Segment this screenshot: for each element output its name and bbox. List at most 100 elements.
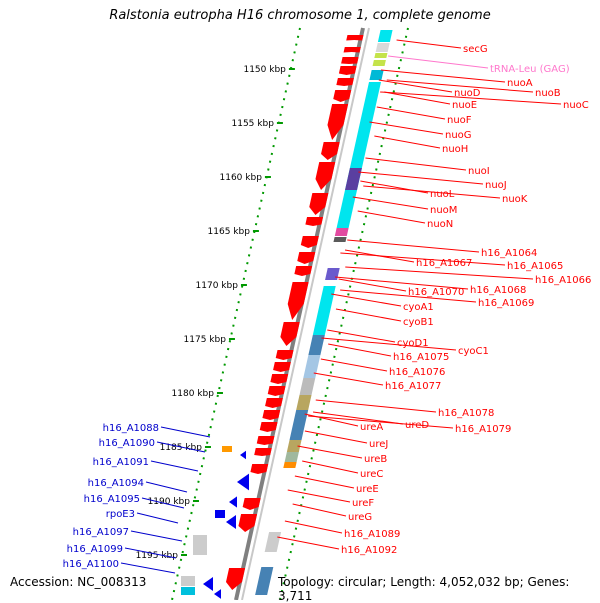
gene-label-right: h16_A1077 bbox=[385, 381, 441, 392]
gene-label-right: nuoJ bbox=[485, 180, 507, 191]
gene-label-right: tRNA-Leu (GAG) bbox=[490, 64, 570, 75]
gene-block-18 bbox=[283, 462, 297, 468]
gene-label-right: nuoN bbox=[427, 219, 453, 230]
gene-label-right: ureA bbox=[360, 422, 383, 433]
leader-line bbox=[328, 343, 392, 357]
left-gene-labels: h16_A1088 h16_A1090 h16_A1091 h16_A1094 h16_… bbox=[63, 423, 211, 574]
leader-line bbox=[386, 79, 534, 93]
gene-block-15 bbox=[289, 410, 309, 440]
gene-label-left: h16_A1091 bbox=[93, 457, 149, 468]
gene-arrow-26 bbox=[242, 498, 261, 510]
gene-block-20 bbox=[255, 567, 274, 595]
leader-line-left bbox=[145, 481, 188, 493]
leader-line-left bbox=[156, 441, 206, 453]
gene-arrow-9 bbox=[309, 193, 329, 215]
left-gene-orange bbox=[222, 446, 232, 452]
leader-line-left bbox=[150, 460, 199, 472]
gene-label-right: h16_A1065 bbox=[507, 261, 563, 272]
gene-label-right: nuoM bbox=[430, 205, 457, 216]
leader-line bbox=[327, 329, 396, 343]
gene-label-right: nuoH bbox=[442, 144, 468, 155]
leader-line bbox=[384, 91, 451, 105]
gene-arrow-27 bbox=[238, 514, 258, 532]
left-gene-cyan bbox=[181, 587, 195, 595]
gene-label-left: h16_A1090 bbox=[99, 438, 155, 449]
leader-line bbox=[380, 69, 506, 83]
gene-label-right: nuoA bbox=[507, 78, 533, 89]
gene-label-right: h16_A1079 bbox=[455, 424, 511, 435]
gene-arrow-10 bbox=[305, 217, 324, 226]
gene-label-left: h16_A1095 bbox=[84, 494, 140, 505]
leader-line bbox=[304, 413, 359, 427]
gene-block-12 bbox=[303, 355, 321, 378]
leader-line-left bbox=[160, 426, 211, 438]
leader-line bbox=[363, 185, 501, 199]
scale-label: 1165 kbp bbox=[208, 227, 251, 237]
gene-arrow-28 bbox=[225, 568, 246, 590]
gene-label-right: nuoC bbox=[563, 100, 589, 111]
leader-line-left bbox=[136, 512, 179, 524]
gene-arrow-24 bbox=[254, 448, 272, 456]
gene-arrow-17 bbox=[273, 362, 291, 372]
gene-arrow-8 bbox=[315, 162, 336, 190]
gene-block-16 bbox=[286, 440, 302, 452]
gene-arrow-23 bbox=[256, 436, 275, 445]
gene-arrow-19 bbox=[267, 386, 286, 396]
gene-arrow-20 bbox=[265, 398, 283, 408]
scale-label: 1170 kbp bbox=[196, 281, 239, 291]
scale-ruler: 1150 kbp 1155 kbp 1160 kbp 1165 kbp 1170 kbp… bbox=[136, 65, 295, 561]
gene-label-right: h16_A1066 bbox=[535, 275, 591, 286]
leader-line bbox=[338, 278, 407, 292]
gene-label-right: ureF bbox=[352, 498, 374, 509]
gene-block-17 bbox=[284, 452, 299, 462]
gene-arrow-5 bbox=[333, 90, 352, 102]
gene-block-19 bbox=[264, 532, 282, 552]
gene-label-right: nuoL bbox=[430, 189, 455, 200]
scale-label: 1160 kbp bbox=[220, 173, 263, 183]
leader-line bbox=[380, 91, 562, 105]
leader-line-left bbox=[120, 562, 176, 574]
gene-label-right: h16_A1064 bbox=[481, 248, 537, 259]
gene-block-11 bbox=[308, 335, 325, 355]
gene-arrow-22 bbox=[259, 422, 278, 432]
leader-line bbox=[313, 411, 404, 425]
scale-label: 1195 kbp bbox=[136, 551, 179, 561]
gene-label-right: ureE bbox=[356, 484, 379, 495]
gene-arrow-7 bbox=[321, 142, 340, 160]
leader-line bbox=[344, 249, 415, 263]
gene-label-right: nuoF bbox=[447, 115, 472, 126]
gene-label-right: h16_A1067 bbox=[416, 258, 472, 269]
map-title: Ralstonia eutropha H16 chromosome 1, com… bbox=[109, 8, 491, 23]
left-gene-arrow-4 bbox=[203, 577, 213, 591]
leader-line bbox=[335, 308, 402, 322]
gene-arrow-13 bbox=[294, 266, 313, 276]
gene-arrow-3 bbox=[338, 66, 357, 75]
scale-label: 1190 kbp bbox=[148, 497, 191, 507]
gene-label-right: nuoE bbox=[452, 100, 477, 111]
leader-line bbox=[304, 430, 368, 444]
gene-block-5 bbox=[336, 82, 382, 228]
gene-arrow-18 bbox=[270, 374, 289, 384]
leader-line bbox=[313, 372, 384, 386]
gene-arrow-21 bbox=[262, 410, 281, 420]
gene-arrow-25 bbox=[250, 464, 269, 474]
gene-label-left: rpoE3 bbox=[106, 509, 135, 520]
left-gene-arrow-1 bbox=[237, 473, 249, 491]
scale-label: 1185 kbp bbox=[160, 443, 203, 453]
ruler-dotted-line bbox=[171, 27, 301, 600]
gene-label-right: ureJ bbox=[369, 439, 388, 450]
gene-block-10 bbox=[312, 286, 336, 335]
left-gene-arrow-0 bbox=[240, 450, 246, 460]
gene-label-right: ureB bbox=[364, 454, 387, 465]
gene-label-right: nuoG bbox=[445, 130, 472, 141]
scale-label: 1175 kbp bbox=[184, 335, 227, 345]
gene-label-right: nuoD bbox=[454, 88, 481, 99]
gene-block-2 bbox=[374, 53, 388, 58]
leader-line-left bbox=[141, 497, 185, 509]
leader-line bbox=[358, 171, 484, 185]
scale-label: 1155 kbp bbox=[232, 119, 275, 129]
leader-line bbox=[287, 489, 351, 503]
gene-label-right: h16_A1076 bbox=[389, 367, 445, 378]
